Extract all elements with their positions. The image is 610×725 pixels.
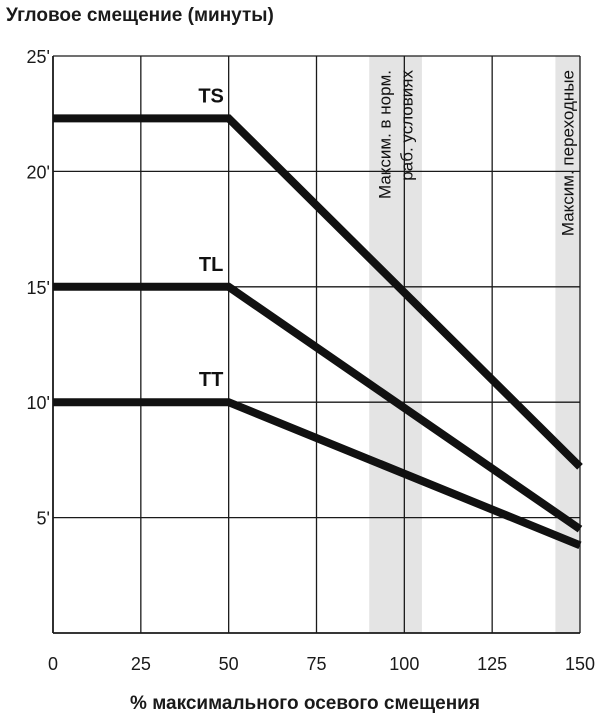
y-tick-label: 10' (27, 393, 50, 413)
x-tick-label: 25 (131, 654, 151, 674)
x-tick-label: 150 (565, 654, 595, 674)
y-tick-label: 20' (27, 162, 50, 182)
series-label-tl: TL (199, 254, 223, 276)
series-label-ts: TS (198, 85, 224, 107)
x-tick-label: 125 (477, 654, 507, 674)
band-label-1: Максим. переходные (559, 70, 578, 236)
chart-title: Угловое смещение (минуты) (6, 5, 274, 26)
band-label-0: Максим. в норм. (376, 70, 395, 199)
series-line-tl (53, 282, 583, 533)
series-lines (53, 114, 583, 550)
highlight-bands (369, 56, 580, 633)
x-tick-label: 100 (389, 654, 419, 674)
tick-labels: 0 25 50 75 100 125 150 5' 10' 15' 20' 25' (27, 47, 595, 674)
band-labels: Максим. в норм. раб. условиях Максим. пере… (376, 70, 578, 237)
grid-lines (52, 55, 581, 634)
band-label-0: раб. условиях (398, 70, 417, 181)
series-label-tt: TT (199, 369, 223, 391)
x-tick-label: 75 (306, 654, 326, 674)
series-line-ts (53, 114, 583, 470)
series-labels: TS TL TT (198, 85, 224, 391)
y-tick-label: 15' (27, 278, 50, 298)
x-tick-label: 0 (48, 654, 58, 674)
y-tick-label: 5' (37, 509, 50, 529)
series-line-tt (53, 398, 582, 550)
x-axis-label: % максимального осевого смещения (130, 693, 480, 714)
band-0 (369, 56, 422, 633)
x-tick-label: 50 (219, 654, 239, 674)
y-tick-label: 25' (27, 47, 50, 67)
